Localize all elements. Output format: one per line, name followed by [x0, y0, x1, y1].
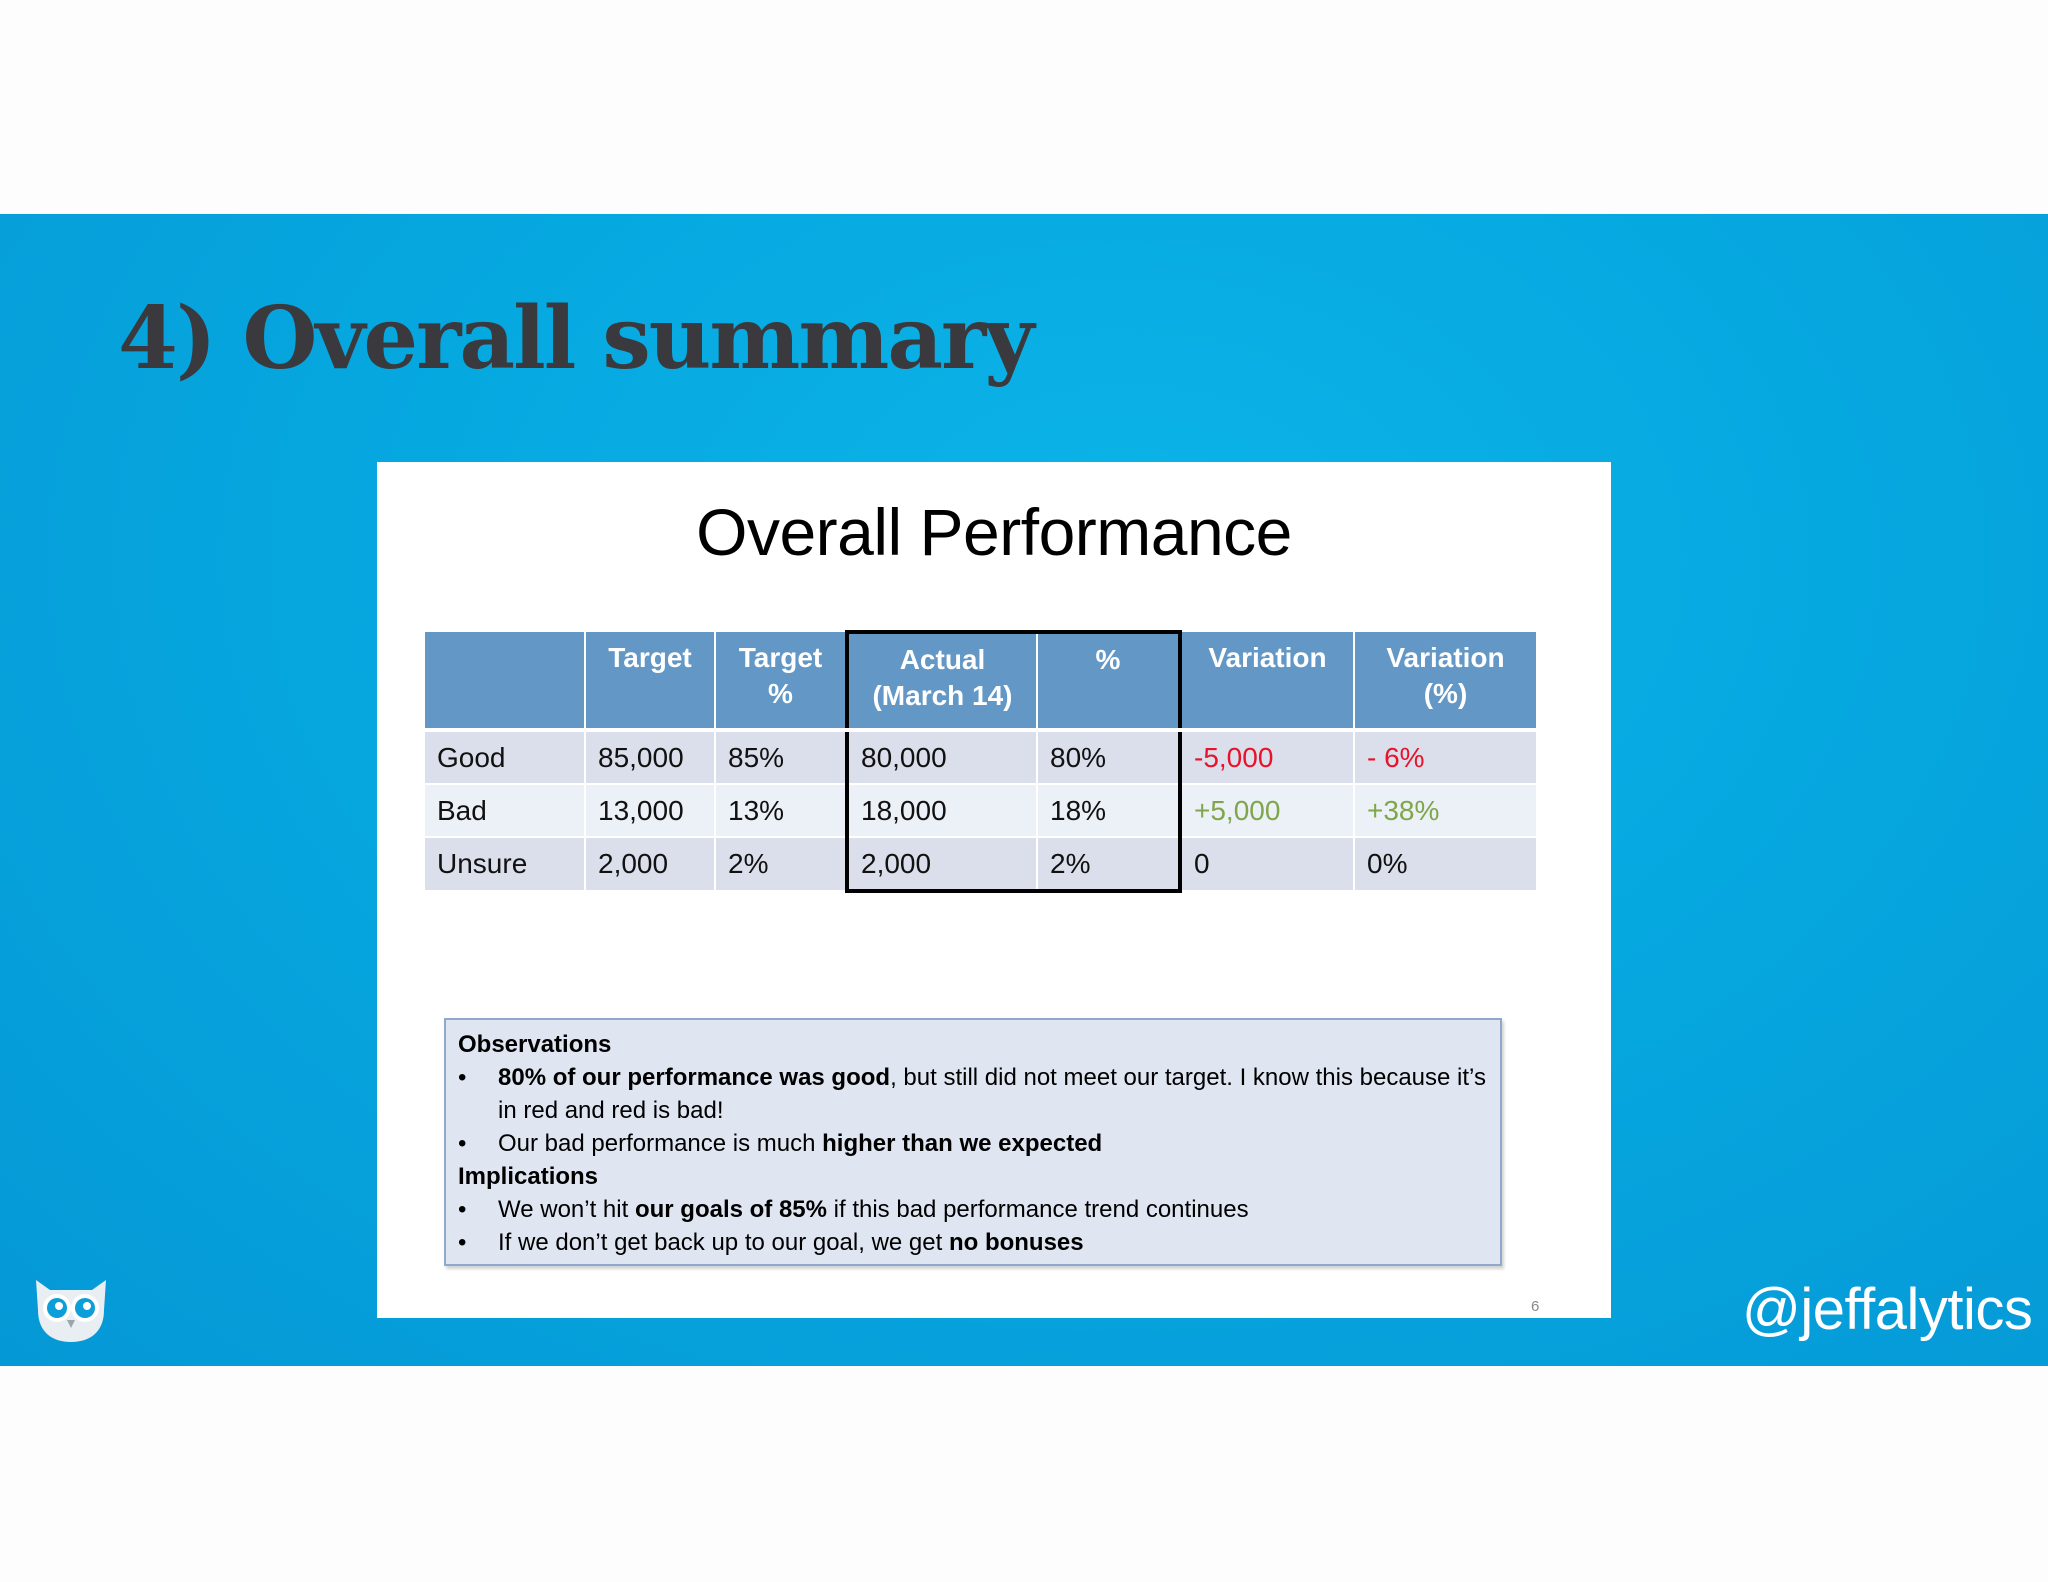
- table-cell: -5,000: [1180, 730, 1355, 785]
- header-cell: Variation: [1180, 632, 1355, 732]
- table-cell: 80%: [1037, 730, 1182, 785]
- table-cell: +5,000: [1180, 784, 1355, 838]
- implication-item: If we don’t get back up to our goal, we …: [458, 1226, 1488, 1259]
- row-label: Good: [425, 730, 586, 785]
- observations-box: Observations 80% of our performance was …: [444, 1018, 1502, 1266]
- performance-table: Target Target % Actual (March 14) % Vari…: [425, 630, 1538, 893]
- table-cell: - 6%: [1354, 730, 1538, 785]
- header-cell: Target %: [715, 632, 848, 732]
- body-text: , but still did not meet our target. I k…: [498, 1064, 1486, 1124]
- table-cell: 18,000: [845, 784, 1038, 838]
- table-cell: +38%: [1354, 784, 1538, 838]
- bold-text: higher than we expected: [822, 1130, 1103, 1157]
- header-cell: Variation (%): [1354, 632, 1538, 732]
- table-cell: 2%: [715, 837, 848, 892]
- bold-text: 80% of our performance was good: [498, 1064, 891, 1091]
- table-cell: 2%: [1037, 837, 1182, 893]
- header-cell: Target: [585, 632, 716, 732]
- body-text: If we don’t get back up to our goal, we …: [498, 1229, 949, 1256]
- implication-item: We won’t hit our goals of 85% if this ba…: [458, 1193, 1488, 1226]
- table-cell: 13,000: [585, 784, 716, 838]
- table-cell: 80,000: [845, 730, 1038, 785]
- body-text: Our bad performance is much: [498, 1130, 823, 1157]
- observation-item: Our bad performance is much higher than …: [458, 1127, 1488, 1160]
- page-number: 6: [1531, 1298, 1540, 1315]
- owl-icon: [30, 1270, 112, 1344]
- table-cell: 2,000: [845, 837, 1038, 893]
- row-label: Unsure: [425, 837, 586, 892]
- table-cell: 2,000: [585, 837, 716, 892]
- table-cell: 0: [1180, 837, 1355, 892]
- table-cell: 85%: [715, 730, 848, 785]
- performance-title: Overall Performance: [696, 495, 1292, 569]
- bold-text: our goals of 85%: [634, 1196, 827, 1223]
- embedded-slide: Overall Performance Target Target % Actu…: [377, 462, 1611, 1318]
- table-header-row: Target Target % Actual (March 14) % Vari…: [425, 630, 1538, 732]
- header-cell: %: [1037, 630, 1182, 732]
- header-cell: [425, 632, 586, 732]
- row-label: Bad: [425, 784, 586, 838]
- twitter-handle: @jeffalytics: [1742, 1277, 2033, 1342]
- table-row: Bad 13,000 13% 18,000 18% +5,000 +38%: [425, 784, 1538, 838]
- table-cell: 13%: [715, 784, 848, 838]
- observations-heading: Observations: [458, 1031, 612, 1058]
- table-row: Unsure 2,000 2% 2,000 2% 0 0%: [425, 837, 1538, 893]
- body-text: if this bad performance trend continues: [827, 1196, 1249, 1223]
- table-cell: 0%: [1354, 837, 1538, 892]
- table-row: Good 85,000 85% 80,000 80% -5,000 - 6%: [425, 730, 1538, 785]
- bold-text: no bonuses: [948, 1229, 1084, 1256]
- table-cell: 85,000: [585, 730, 716, 785]
- slide-title: 4) Overall summary: [118, 288, 1034, 389]
- header-cell: Actual (March 14): [845, 630, 1038, 732]
- observation-item: 80% of our performance was good, but sti…: [458, 1061, 1488, 1127]
- table-cell: 18%: [1037, 784, 1182, 838]
- implications-heading: Implications: [458, 1163, 599, 1190]
- body-text: We won’t hit: [498, 1196, 635, 1223]
